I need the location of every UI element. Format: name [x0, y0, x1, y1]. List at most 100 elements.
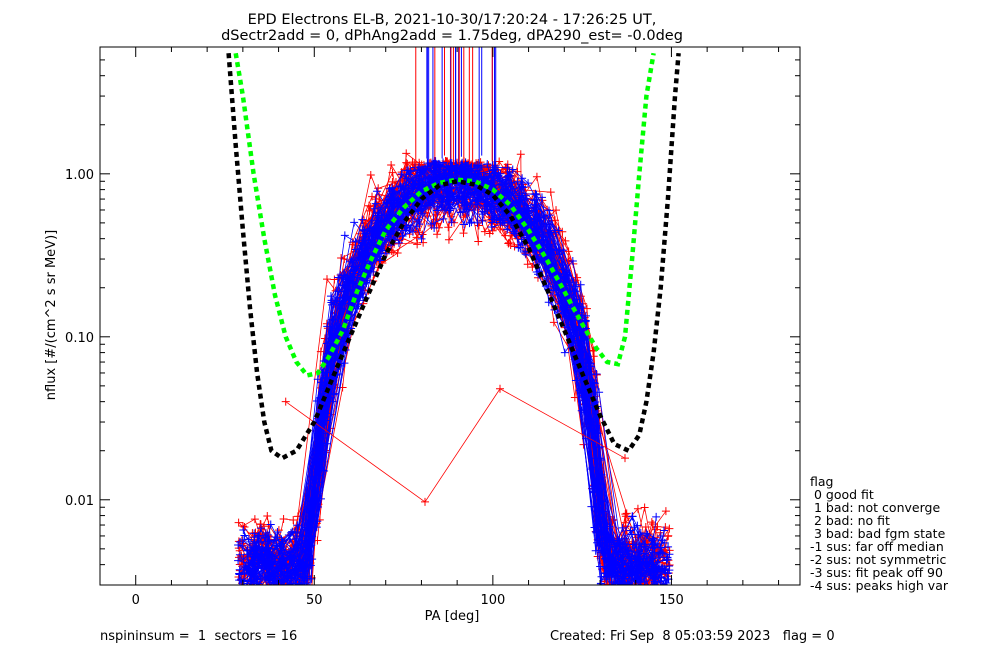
data-point: [363, 276, 372, 285]
data-point: [516, 150, 525, 159]
data-point: [286, 570, 295, 579]
data-point: [369, 230, 378, 239]
data-point: [621, 594, 629, 602]
legend-item: 0 good fit: [810, 487, 874, 502]
data-point: [339, 274, 348, 283]
data-point: [282, 594, 290, 602]
data-point: [582, 304, 591, 313]
data-point: [478, 216, 487, 225]
data-point: [544, 229, 553, 238]
fit-curve-black: [226, 53, 681, 461]
data-point: [605, 568, 614, 577]
data-point: [400, 190, 409, 199]
data-point: [648, 537, 657, 546]
data-point: [236, 594, 244, 602]
data-point: [667, 584, 669, 585]
data-point: [262, 592, 270, 600]
data-point: [408, 175, 417, 184]
data-point: [281, 594, 289, 602]
data-point: [461, 164, 470, 173]
footer-left: nspininsum = 1 sectors = 16: [100, 629, 297, 644]
data-point: [596, 579, 605, 585]
data-point: [631, 584, 633, 585]
data-point: [254, 531, 263, 540]
data-point: [665, 566, 674, 575]
data-point: [616, 579, 625, 585]
data-point: [591, 546, 600, 555]
data-point: [504, 239, 513, 248]
data-point: [612, 572, 621, 581]
data-point: [660, 564, 669, 573]
data-point: [473, 218, 482, 227]
data-point: [245, 568, 254, 577]
data-point: [397, 169, 406, 178]
y-axis-label: nflux [#/(cm^2 s sr MeV)]: [44, 230, 59, 400]
data-point: [360, 226, 369, 235]
data-point: [256, 551, 265, 560]
data-point: [408, 227, 417, 236]
data-point: [249, 592, 257, 600]
data-point: [637, 594, 645, 602]
data-point: [640, 549, 649, 558]
data-point: [482, 172, 491, 181]
data-point: [439, 214, 448, 223]
data-point: [432, 168, 441, 177]
x-tick-label: 50: [306, 593, 323, 608]
data-point: [327, 298, 336, 307]
data-point: [246, 594, 254, 602]
data-point: [513, 177, 522, 186]
data-point: [645, 586, 653, 594]
data-point: [274, 587, 282, 595]
y-tick-label: 0.01: [65, 494, 94, 509]
isolated-trace: [285, 388, 626, 503]
data-point: [601, 594, 609, 602]
data-point: [524, 179, 533, 188]
data-point: [628, 512, 637, 521]
data-point: [459, 229, 468, 238]
data-point: [235, 589, 243, 597]
data-point: [286, 594, 294, 602]
data-point: [439, 205, 448, 214]
data-point: [277, 564, 286, 573]
data-point: [614, 594, 622, 602]
data-point: [250, 569, 259, 578]
data-point: [591, 428, 600, 437]
data-point: [444, 223, 453, 232]
data-point: [402, 158, 411, 167]
data-point: [271, 572, 280, 581]
data-point: [237, 587, 245, 595]
data-point: [291, 591, 299, 599]
data-point: [621, 518, 630, 527]
data-point: [280, 591, 288, 599]
data-point: [276, 546, 285, 555]
data-point: [340, 231, 349, 240]
data-point: [546, 222, 555, 231]
data-point: [235, 569, 244, 578]
data-point: [654, 540, 663, 549]
data-point: [480, 201, 489, 210]
data-point: [570, 393, 579, 402]
data-point: [278, 582, 280, 585]
legend-item: -3 sus: fit peak off 90: [810, 565, 943, 580]
data-point: [235, 593, 243, 601]
data-point: [250, 590, 258, 598]
data-point: [651, 525, 660, 534]
data-point: [552, 246, 561, 255]
data-point: [444, 235, 453, 244]
data-point: [596, 562, 605, 571]
data-point: [269, 594, 277, 602]
data-point: [372, 187, 381, 196]
data-point: [403, 186, 412, 195]
data-point: [620, 589, 628, 597]
data-point: [252, 594, 260, 602]
data-point: [312, 523, 321, 532]
data-point: [278, 537, 287, 546]
data-point: [620, 592, 628, 600]
data-point: [237, 581, 246, 585]
data-point: [290, 568, 299, 577]
data-point: [641, 590, 649, 598]
data-point: [630, 523, 639, 532]
data-point: [495, 157, 504, 166]
data-point: [531, 246, 540, 255]
data-point: [269, 574, 278, 583]
